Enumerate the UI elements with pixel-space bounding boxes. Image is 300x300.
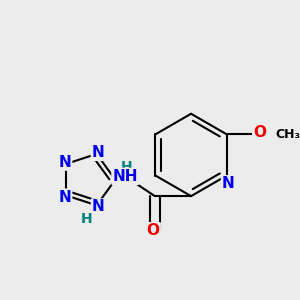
Text: NH: NH [112,169,138,184]
Text: N: N [92,145,105,160]
Text: O: O [253,125,266,140]
Text: N: N [58,154,71,169]
Text: H: H [121,160,133,174]
Text: O: O [147,223,160,238]
Text: N: N [92,200,105,214]
Text: N: N [222,176,235,191]
Text: H: H [81,212,93,226]
Text: CH₃: CH₃ [275,128,300,141]
Text: N: N [58,190,71,205]
